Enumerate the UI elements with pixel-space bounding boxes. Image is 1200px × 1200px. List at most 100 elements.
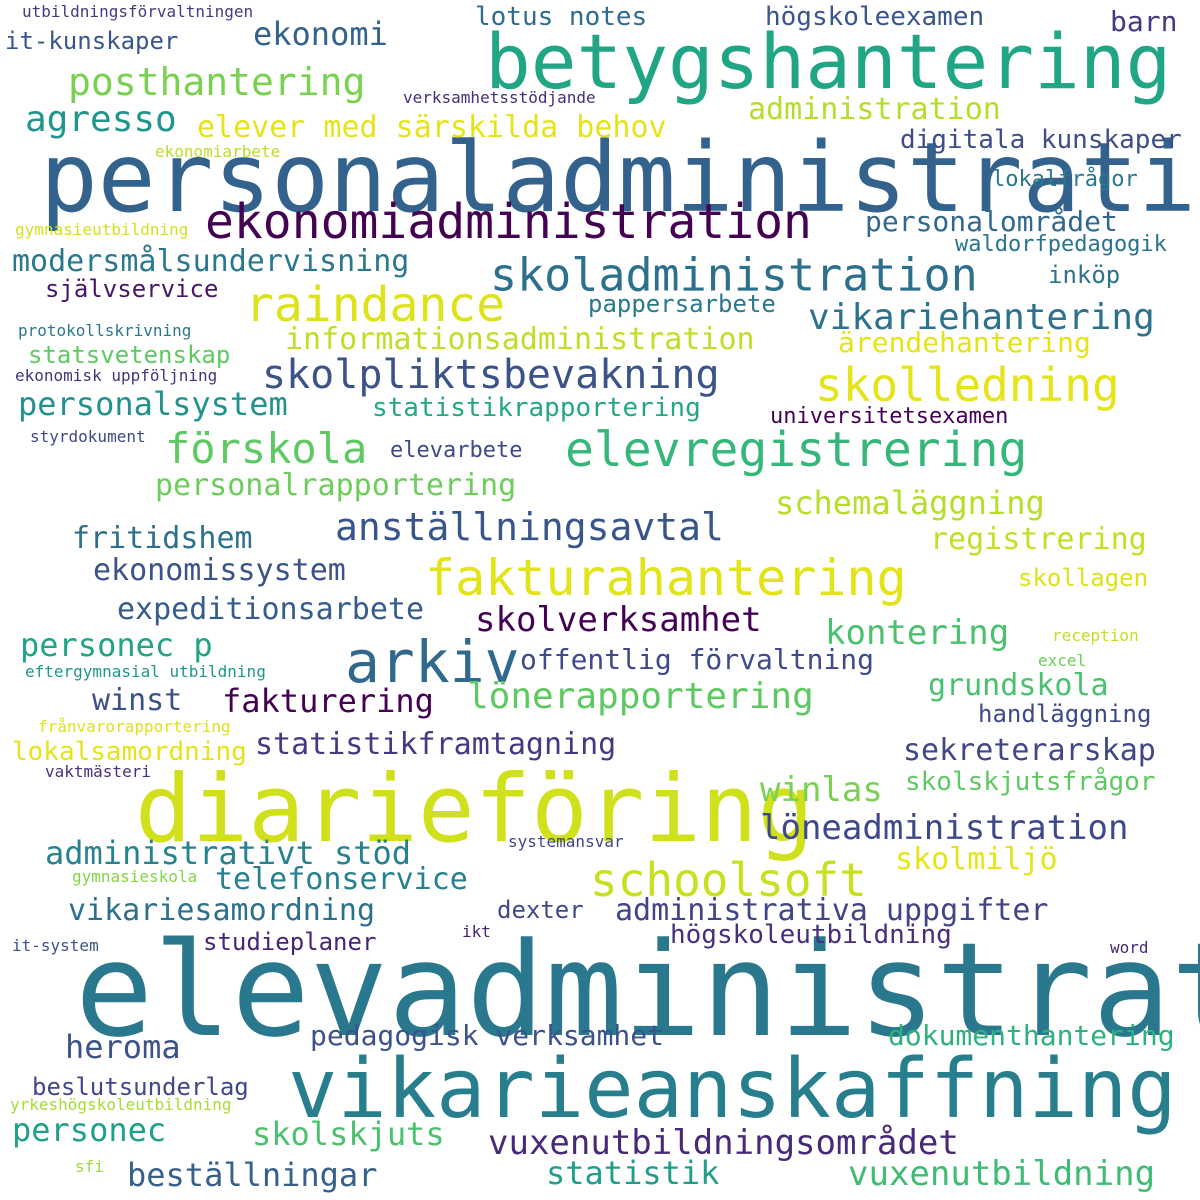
word: statistikframtagning: [255, 727, 617, 762]
word: vikariesamordning: [68, 893, 376, 928]
word: excel: [1038, 651, 1087, 670]
word: dokumenthantering: [888, 1019, 1175, 1052]
word: waldorfpedagogik: [955, 232, 1167, 257]
word: beslutsunderlag: [32, 1073, 249, 1101]
word: schoolsoft: [590, 853, 867, 907]
word: pappersarbete: [588, 290, 776, 318]
word: posthantering: [68, 60, 366, 104]
word: löneadministration: [760, 808, 1129, 848]
word: administrativa uppgifter: [615, 893, 1049, 928]
word: frånvarorapportering: [38, 717, 231, 736]
word: diarieföring: [135, 755, 815, 864]
word: sekreterarskap: [903, 733, 1156, 768]
word: personec: [12, 1111, 167, 1149]
word: statsvetenskap: [28, 341, 231, 369]
word: elevregistrering: [565, 422, 1028, 478]
word: högskoleutbildning: [670, 920, 952, 950]
word: ärendehantering: [838, 326, 1091, 359]
word: personalrapportering: [155, 468, 517, 503]
word: ikt: [462, 922, 491, 941]
word: administrativt stöd: [45, 834, 412, 872]
word: informationsadministration: [285, 322, 755, 357]
word: eftergymnasial utbildning: [25, 662, 266, 681]
word: fritidshem: [72, 521, 253, 556]
word: ekonomisk uppföljning: [15, 366, 218, 385]
word: vikarieanskaffning: [288, 1042, 1177, 1137]
word: it-system: [12, 936, 99, 955]
word: utbildningsförvaltningen: [22, 2, 254, 21]
word: vuxenutbildning: [848, 1154, 1156, 1194]
word: skolpliktsbevakning: [262, 352, 720, 398]
word: skoladministration: [490, 248, 978, 302]
word: skolmiljö: [895, 842, 1058, 877]
word: vaktmästeri: [45, 762, 151, 781]
word: vikariehantering: [808, 297, 1155, 338]
word: förskola: [165, 424, 368, 473]
word: personec p: [20, 626, 213, 664]
word: fakturering: [222, 682, 434, 720]
word: agresso: [25, 99, 177, 140]
word: vuxenutbildningsområdet: [488, 1123, 959, 1163]
word: personalområdet: [865, 205, 1118, 238]
word: administration: [748, 92, 1001, 127]
word: winst: [92, 683, 183, 718]
word: lönerapportering: [467, 676, 814, 717]
word: it-kunskaper: [5, 27, 179, 55]
word: word: [1110, 938, 1149, 957]
word: universitetsexamen: [770, 404, 1009, 429]
word: ekonomiarbete: [155, 142, 281, 161]
word: winlas: [760, 770, 883, 810]
word: protokollskrivning: [18, 321, 192, 340]
word: systemansvar: [508, 832, 624, 851]
word: studieplaner: [203, 928, 377, 956]
word: skolledning: [815, 358, 1120, 412]
word: beställningar: [127, 1156, 378, 1194]
word: expeditionsarbete: [117, 592, 425, 627]
word: telefonservice: [215, 862, 468, 897]
word: anställningsavtal: [335, 505, 724, 549]
word: barn: [1110, 5, 1178, 38]
word: ekonomiadministration: [205, 194, 812, 250]
word: pedagogisk verksamhet: [310, 1019, 665, 1052]
word: högskoleexamen: [765, 2, 985, 32]
word: elevarbete: [390, 438, 523, 463]
word: ekonomissystem: [93, 553, 346, 588]
word: arkiv: [345, 628, 520, 696]
word: fakturahantering: [425, 549, 907, 607]
word: styrdokument: [30, 427, 146, 446]
word: yrkeshögskoleutbildning: [10, 1095, 232, 1114]
word: personalsystem: [18, 385, 288, 423]
word: registrering: [930, 522, 1147, 557]
word: betygshantering: [485, 17, 1172, 106]
word: dexter: [497, 896, 584, 924]
word: kontering: [825, 613, 1010, 653]
word: skolskjutsfrågor: [905, 767, 1156, 797]
word: lokalfrågor: [992, 167, 1138, 192]
word: raindance: [245, 277, 506, 333]
word: digitala kunskaper: [900, 125, 1182, 155]
word: handläggning: [978, 700, 1152, 728]
word: offentlig förvaltning: [520, 643, 875, 676]
word: personaladministration: [40, 122, 1200, 234]
word: modersmålsundervisning: [12, 244, 410, 279]
word: lotus notes: [475, 2, 648, 32]
word: lokalsamordning: [12, 737, 247, 767]
word: gymnasieskola: [72, 867, 198, 886]
word: verksamhetsstödjande: [403, 88, 596, 107]
word: skollagen: [1018, 564, 1149, 592]
word: sfi: [75, 1157, 104, 1176]
word: grundskola: [928, 668, 1109, 703]
word: skolskjuts: [252, 1115, 445, 1153]
word: reception: [1052, 626, 1139, 645]
word: elever med särskilda behov: [197, 110, 667, 145]
word: självservice: [45, 275, 219, 303]
word: elevadministration: [75, 914, 1200, 1066]
word: skolverksamhet: [475, 600, 762, 640]
word: ekonomi: [253, 15, 388, 53]
word: inköp: [1048, 261, 1121, 289]
word: gymnasieutbildning: [15, 220, 189, 239]
word: statistikrapportering: [372, 393, 701, 423]
word: statistik: [546, 1154, 720, 1192]
word: schemaläggning: [775, 484, 1045, 522]
